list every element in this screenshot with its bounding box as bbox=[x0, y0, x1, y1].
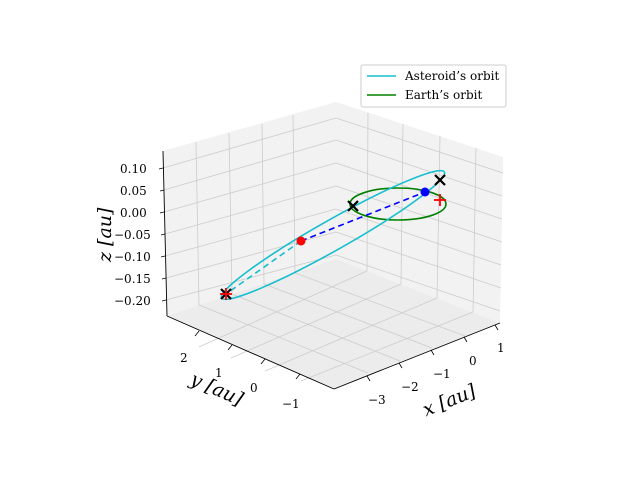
z-tick-label: −0.05 bbox=[114, 228, 151, 242]
x-tick-label: −2 bbox=[401, 380, 419, 394]
red-plus-marker bbox=[220, 288, 232, 300]
red-plus-marker bbox=[434, 194, 446, 206]
z-tick-label: −0.10 bbox=[114, 250, 151, 264]
z-tick-label: 0.10 bbox=[120, 162, 147, 176]
red-dot-marker bbox=[296, 236, 306, 246]
y-tick-marks bbox=[194, 330, 301, 380]
x-tick-label: −1 bbox=[433, 367, 451, 381]
legend-label-earth: Earth’s orbit bbox=[405, 88, 482, 102]
x-axis-label: x [au] bbox=[420, 380, 480, 421]
z-tick-label: −0.15 bbox=[114, 272, 151, 286]
x-tick-label: −3 bbox=[368, 393, 386, 407]
black-x-marker bbox=[434, 174, 446, 186]
y-tick-label: 0 bbox=[250, 381, 258, 395]
blue-dot-marker bbox=[420, 187, 430, 197]
x-tick-label: 1 bbox=[497, 341, 505, 355]
z-tick-label: −0.20 bbox=[114, 294, 151, 308]
x-tick-marks bbox=[366, 324, 499, 382]
axis-edges bbox=[162, 150, 501, 390]
y-tick-label: 1 bbox=[215, 366, 223, 380]
legend: Asteroid’s orbit Earth’s orbit bbox=[360, 64, 507, 108]
z-tick-label: 0.05 bbox=[120, 184, 147, 198]
asteroid-orbit-dashed bbox=[225, 240, 302, 295]
x-tick-label: 0 bbox=[469, 354, 477, 368]
black-x-marker bbox=[347, 200, 359, 212]
pane-floor bbox=[167, 259, 500, 389]
y-tick-label: −1 bbox=[282, 397, 300, 411]
legend-label-asteroid: Asteroid’s orbit bbox=[404, 69, 499, 83]
z-tick-label: 0.00 bbox=[120, 206, 147, 220]
connector-dashed bbox=[300, 191, 426, 242]
grid-lines bbox=[162, 112, 504, 382]
y-tick-label: 2 bbox=[180, 351, 188, 365]
z-tick-marks bbox=[158, 167, 167, 302]
pane-back-right bbox=[336, 102, 503, 323]
z-axis-label: z [au] bbox=[94, 207, 116, 263]
